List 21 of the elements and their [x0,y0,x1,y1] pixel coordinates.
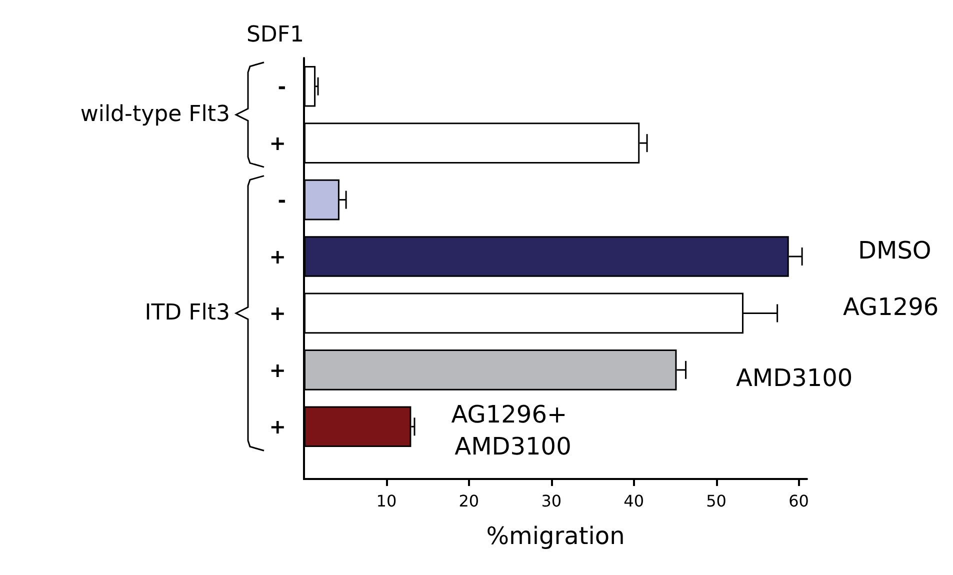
x-tick-label: 10 [376,492,397,510]
text: DMSO [858,236,932,264]
x-tick-label: 60 [788,492,809,510]
y-tick-label: + [269,301,286,326]
x-tick-label: 20 [458,492,480,510]
y-tick-label: + [269,131,286,156]
annotation: AMD3100 [736,364,853,392]
y-tick-label: - [278,188,286,212]
text: wild-type Flt3 [80,102,230,128]
x-tick-label: 50 [706,492,726,510]
text: AG1296 [843,293,939,322]
text: ITD Flt3 [144,300,230,326]
y-tick-label: + [269,414,286,439]
y-tick-label: + [269,358,286,382]
y-tick-label: + [269,244,286,268]
x-tick-label: 30 [541,492,562,510]
x-axis-title: %migration [486,522,625,550]
annotation: AG1296+ AMD3100 [451,400,575,461]
x-tick-label: 40 [624,492,644,510]
y-tick-label: - [278,74,286,98]
y-axis-title: SDF1 [246,22,304,48]
